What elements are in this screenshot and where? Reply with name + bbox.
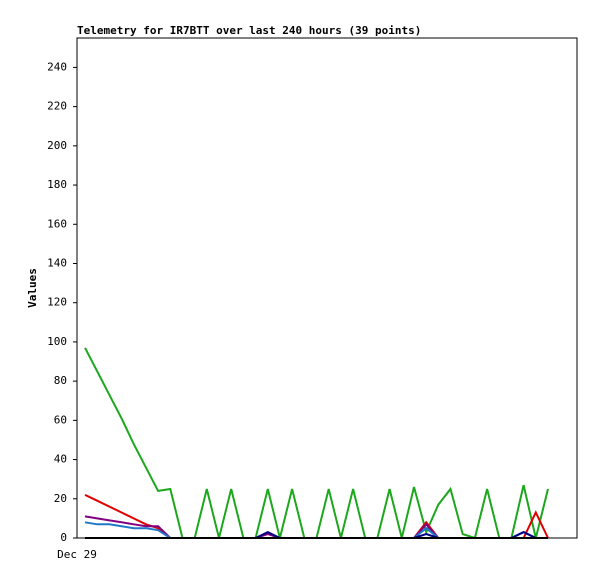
y-tick-label: 80 [54,374,67,387]
series-line [84,347,549,540]
y-tick-label: 120 [47,296,67,309]
y-tick-label: 20 [54,492,67,505]
y-tick-label: 240 [47,60,67,73]
series-line [84,493,549,539]
x-tick-label: Dec 29 [57,548,97,561]
y-axis-label: Values [26,268,39,308]
y-tick-label: 60 [54,413,67,426]
y-tick-label: 180 [47,178,67,191]
y-tick-label: 220 [47,100,67,113]
y-tick-label: 40 [54,453,67,466]
plot-frame [76,37,578,539]
y-tick-label: 160 [47,217,67,230]
y-tick-label: 0 [60,531,67,544]
y-tick-label: 100 [47,335,67,348]
chart-title: Telemetry for IR7BTT over last 240 hours… [77,24,421,37]
y-tick-label: 140 [47,256,67,269]
y-tick-label: 200 [47,139,67,152]
